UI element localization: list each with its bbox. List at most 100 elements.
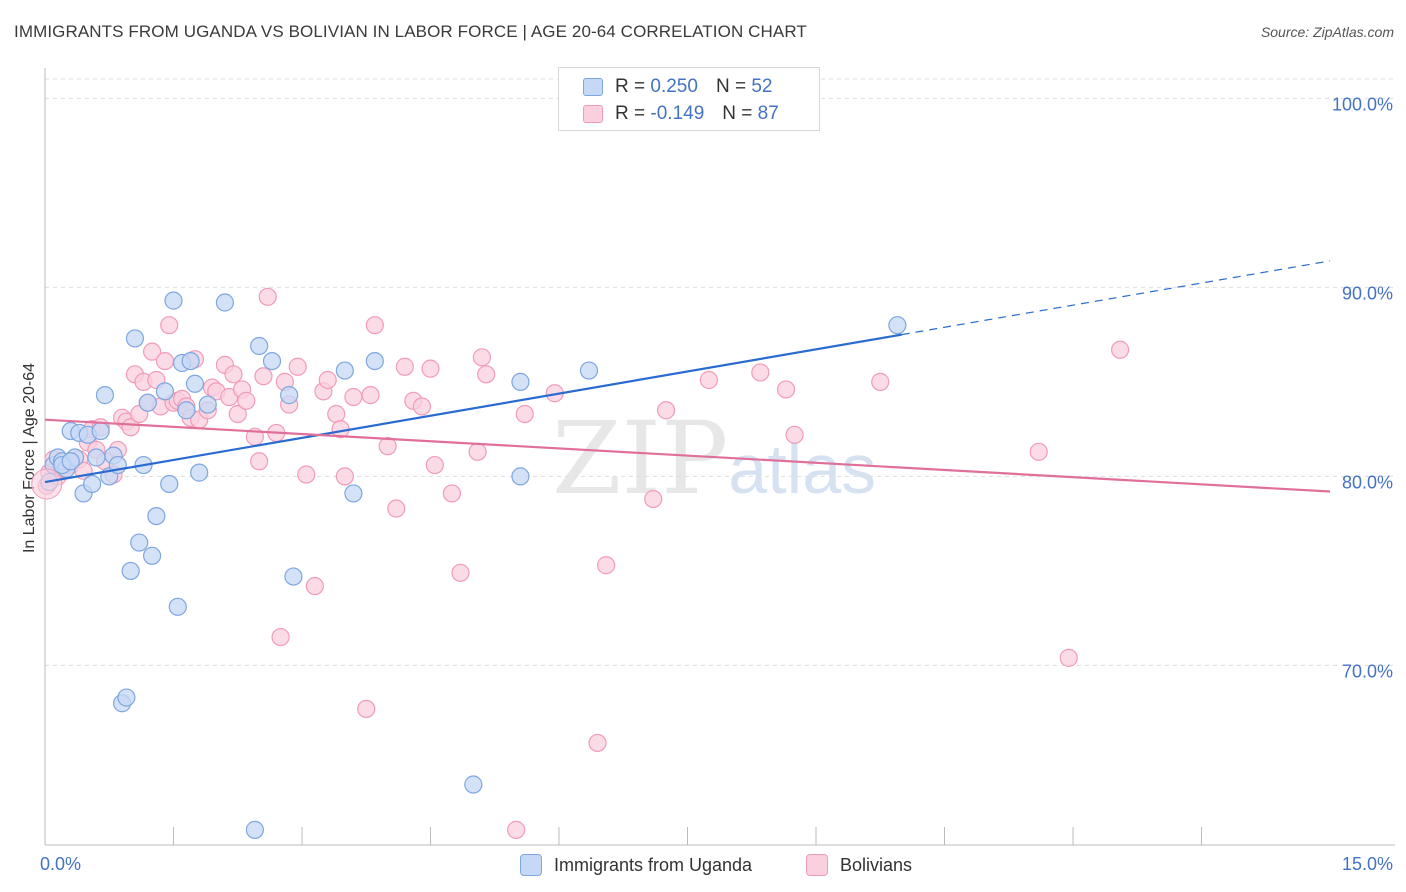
bolivian-point [31, 468, 63, 500]
bolivian-point [442, 484, 462, 503]
legend-swatch-bolivian [583, 105, 603, 123]
bolivian-point [288, 357, 307, 376]
uganda-point [160, 474, 179, 494]
uganda-point [125, 329, 145, 348]
bolivian-point [472, 348, 491, 367]
uganda-point [250, 336, 269, 356]
bolivian-point [365, 316, 384, 335]
uganda-point [280, 386, 299, 405]
uganda-point [198, 395, 217, 414]
uganda-point [147, 506, 166, 526]
uganda-point [511, 372, 530, 391]
uganda-point [262, 351, 282, 371]
uganda-point [181, 351, 200, 371]
bolivian-point [421, 359, 440, 378]
bolivian-point [237, 391, 256, 410]
bolivian-point [271, 627, 290, 647]
bolivian-point [305, 576, 324, 596]
uganda-point [168, 597, 187, 616]
bolivian-point [258, 287, 277, 306]
uganda-point [284, 567, 303, 586]
points-layer [31, 287, 1130, 839]
uganda-point [888, 316, 907, 335]
y-tick-label: 70.0% [1342, 661, 1393, 681]
bolivian-point [425, 455, 444, 475]
uganda-point [177, 401, 196, 420]
bolivian-point [597, 556, 616, 575]
bolivian-point [378, 437, 397, 456]
uganda-point [579, 361, 599, 380]
bottom-legend-swatch-uganda [520, 854, 542, 876]
bolivian-point [344, 387, 363, 407]
watermark-zip: ZIP [552, 400, 729, 517]
uganda-point [335, 361, 354, 380]
bolivian-point [451, 563, 470, 582]
bottom-legend-label-uganda: Immigrants from Uganda [554, 854, 753, 875]
legend-swatch-uganda [583, 78, 603, 96]
legend-row-uganda: R = 0.250 N = 52 [583, 75, 772, 99]
label-layer: 100.0% 90.0% 80.0% 70.0% 0.0% 15.0% [40, 94, 1393, 874]
bolivian-point [387, 499, 406, 518]
bolivian-point [224, 365, 243, 384]
uganda-point [138, 393, 157, 412]
legend-n-value-bolivian: 87 [757, 103, 779, 124]
bolivian-point [155, 351, 175, 371]
bolivian-point [699, 370, 719, 390]
bolivian-point [776, 380, 796, 399]
bolivian-point [250, 452, 269, 471]
uganda-point [95, 386, 115, 405]
bolivian-point [1029, 442, 1048, 461]
bottom-legend-swatch-bolivian [806, 854, 828, 876]
uganda-point [365, 351, 384, 371]
y-tick-label: 90.0% [1342, 283, 1393, 303]
legend-r-value-bolivian: -0.149 [650, 103, 705, 124]
uganda-point [215, 293, 234, 312]
legend-n-label-bolivian: N = [722, 103, 753, 124]
y-tick-label: 80.0% [1342, 472, 1393, 492]
bolivian-point [588, 733, 607, 753]
legend-n-label-uganda: N = [715, 76, 747, 97]
bolivian-point [1111, 340, 1130, 359]
bolivian-point [335, 467, 354, 486]
bottom-legend-uganda[interactable]: Immigrants from Uganda [520, 852, 752, 878]
uganda-point [91, 421, 110, 441]
bolivian-point [395, 357, 414, 376]
x-tick-label: 15.0% [1342, 854, 1393, 874]
bolivian-point [160, 316, 179, 335]
source-credit: Source: ZipAtlas.com [1260, 24, 1394, 40]
bolivian-point [507, 820, 526, 839]
bolivian-trend-line [44, 418, 1331, 493]
bolivian-point [656, 401, 676, 420]
watermark-atlas: atlas [728, 430, 877, 508]
legend-n-value-uganda: 52 [751, 76, 773, 97]
bolivian-point [515, 404, 534, 424]
legend-row-bolivian: R = -0.149 N = 87 [583, 102, 779, 126]
uganda-point [117, 688, 136, 707]
bolivian-point [785, 425, 804, 444]
bolivian-point [871, 372, 890, 391]
bolivian-point [412, 397, 432, 416]
bolivian-point [468, 442, 487, 461]
uganda-point [511, 467, 530, 486]
uganda-point [61, 452, 80, 471]
uganda-point [121, 561, 140, 581]
legend-r-value-uganda: 0.250 [650, 76, 698, 97]
bolivian-point [751, 363, 770, 382]
zipatlas-watermark: ZIPatlas [552, 400, 876, 517]
chart-title: IMMIGRANTS FROM UGANDA VS BOLIVIAN IN LA… [14, 22, 807, 41]
bolivian-point [477, 365, 496, 384]
bolivian-point [361, 386, 380, 405]
uganda-point [142, 546, 162, 565]
bottom-legend-label-bolivian: Bolivians [840, 854, 913, 875]
uganda-point [190, 463, 209, 482]
uganda-trend-line [44, 333, 902, 484]
bolivian-point [297, 465, 316, 484]
uganda-point [87, 448, 106, 467]
legend-r-label-uganda: R = [615, 76, 646, 97]
bottom-legend-bolivian[interactable]: Bolivians [806, 852, 912, 878]
grid-layer [45, 78, 1395, 666]
uganda-point [130, 533, 149, 552]
bolivian-point [318, 370, 337, 390]
bolivian-point [644, 489, 663, 509]
